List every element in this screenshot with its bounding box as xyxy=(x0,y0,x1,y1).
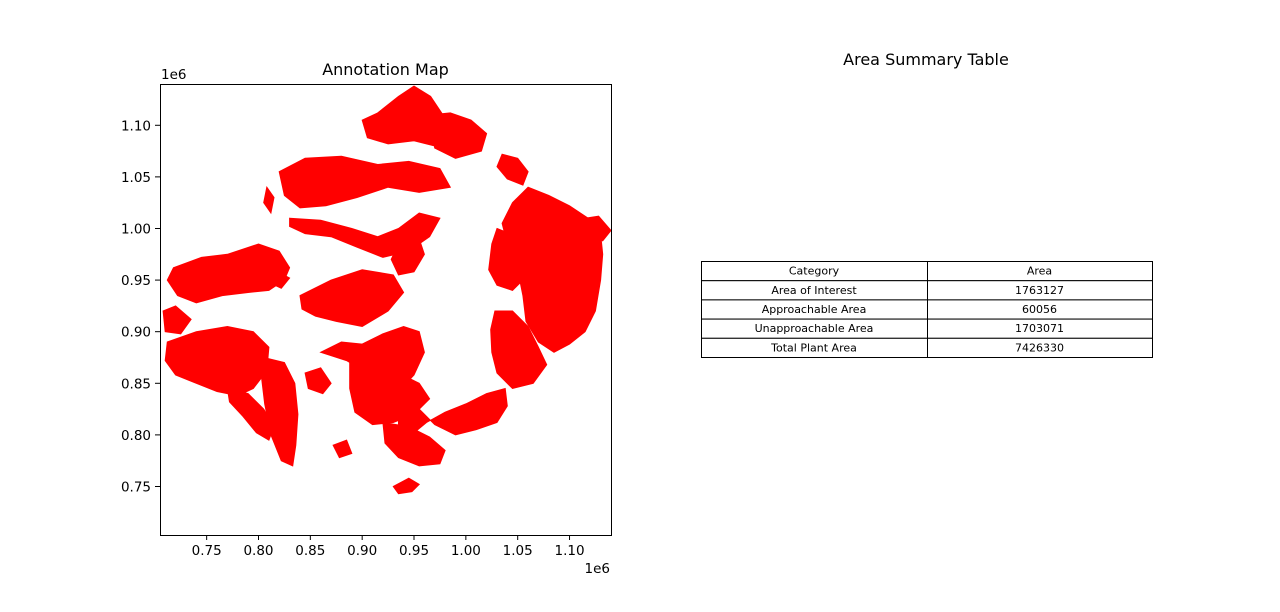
x-tick-label: 0.90 xyxy=(347,543,377,559)
annotation-region-20 xyxy=(382,421,446,467)
annotation-region-8 xyxy=(488,227,531,291)
annotation-map-panel: Annotation Map 1e6 1e6 0.75 0.80 0.85 0.90 0… xyxy=(121,60,612,577)
annotation-region-23 xyxy=(304,367,332,395)
annotation-region-22 xyxy=(262,269,291,289)
annotation-region-24 xyxy=(332,439,353,459)
x-tick-label: 1.10 xyxy=(554,543,584,559)
y-axis-ticks: 0.75 0.80 0.85 0.90 0.95 1.00 1.05 1.10 xyxy=(121,118,160,495)
table-title: Area Summary Table xyxy=(843,50,1009,69)
annotation-region-19 xyxy=(398,387,508,438)
annotation-region-16 xyxy=(261,356,299,467)
x-tick-label: 0.75 xyxy=(192,543,222,559)
table-area-text: 7426330 xyxy=(1015,341,1064,354)
x-tick-label: 0.80 xyxy=(243,543,273,559)
x-tick-label: 1.05 xyxy=(503,543,533,559)
table-header-text: Category xyxy=(789,265,840,278)
y-tick-label: 0.80 xyxy=(121,428,151,444)
y-tick-label: 0.75 xyxy=(121,479,151,495)
annotation-region-14 xyxy=(164,325,270,397)
area-summary-table-panel: Area Summary Table Category Area Area of I… xyxy=(701,50,1153,358)
annotation-region-7 xyxy=(496,153,529,186)
table-category-text: Approachable Area xyxy=(762,303,867,316)
x-tick-label: 0.85 xyxy=(295,543,325,559)
y-tick-label: 0.85 xyxy=(121,376,151,392)
y-tick-label: 1.00 xyxy=(121,221,151,237)
annotation-region-13 xyxy=(390,232,425,276)
table-header-text: Area xyxy=(1027,265,1052,278)
y-tick-label: 0.95 xyxy=(121,273,151,289)
annotation-region-12 xyxy=(299,269,405,328)
x-axis-ticks: 0.75 0.80 0.85 0.90 0.95 1.00 1.05 1.10 xyxy=(192,535,585,559)
annotation-region-2 xyxy=(429,112,488,159)
annotation-region-21 xyxy=(392,477,421,495)
annotation-region-4 xyxy=(263,185,275,215)
table-area-text: 1763127 xyxy=(1015,284,1064,297)
x-tick-label: 1.00 xyxy=(451,543,481,559)
x-offset-label: 1e6 xyxy=(585,561,610,577)
table-cell xyxy=(927,337,1153,358)
annotation-region-11 xyxy=(162,305,192,335)
map-frame xyxy=(160,84,612,536)
y-tick-label: 1.10 xyxy=(121,118,151,134)
table-category-text: Area of Interest xyxy=(771,284,857,297)
table-category-text: Unapproachable Area xyxy=(755,322,874,335)
map-regions xyxy=(162,85,611,495)
table-area-text: 60056 xyxy=(1022,303,1057,316)
table-area-text: 1703071 xyxy=(1015,322,1064,335)
area-summary-table: Category Area Area of Interest 1763127 Appro… xyxy=(701,261,1153,358)
annotation-region-3 xyxy=(278,155,452,209)
annotation-region-15 xyxy=(226,387,275,441)
annotation-region-1 xyxy=(361,85,451,147)
y-tick-label: 1.05 xyxy=(121,170,151,186)
y-tick-label: 0.90 xyxy=(121,325,151,341)
y-offset-label: 1e6 xyxy=(161,67,186,83)
map-title: Annotation Map xyxy=(322,60,449,79)
table-category-text: Total Plant Area xyxy=(770,341,857,354)
annotation-region-9 xyxy=(490,310,548,390)
annotation-region-25 xyxy=(584,215,611,242)
x-tick-label: 0.95 xyxy=(399,543,429,559)
